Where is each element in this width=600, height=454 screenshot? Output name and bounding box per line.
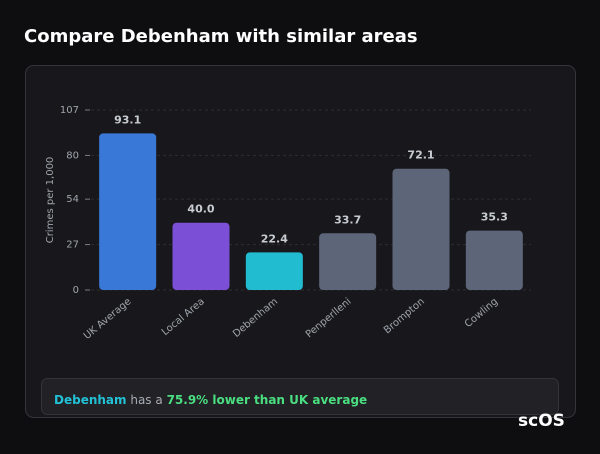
summary: Debenham has a 75.9% lower than UK avera… [54,393,367,407]
bar [245,252,303,290]
y-tick-label: 107 [60,105,79,116]
summary-comparison: 75.9% lower than UK average [167,393,368,407]
logo: scOS [518,411,565,431]
bar [392,168,450,290]
value-label: 72.1 [407,149,434,162]
chart-title: Compare Debenham with similar areas [24,26,418,47]
summary-box [41,378,559,415]
value-label: 33.7 [334,213,361,226]
y-tick-label: 0 [73,285,79,296]
value-label: 35.3 [481,211,508,224]
value-label: 22.4 [261,232,288,245]
bar [99,133,157,290]
bar [319,233,377,290]
y-tick-label: 54 [66,194,79,205]
card [25,65,576,418]
y-axis-label: Crimes per 1,000 [45,157,56,244]
value-label: 40.0 [187,203,214,216]
y-tick-label: 27 [66,240,79,251]
summary-text: has a [130,393,162,407]
bar [172,222,230,290]
summary-area: Debenham [54,393,127,407]
value-label: 93.1 [114,113,141,126]
y-tick-label: 80 [66,150,79,161]
bar [465,230,523,290]
